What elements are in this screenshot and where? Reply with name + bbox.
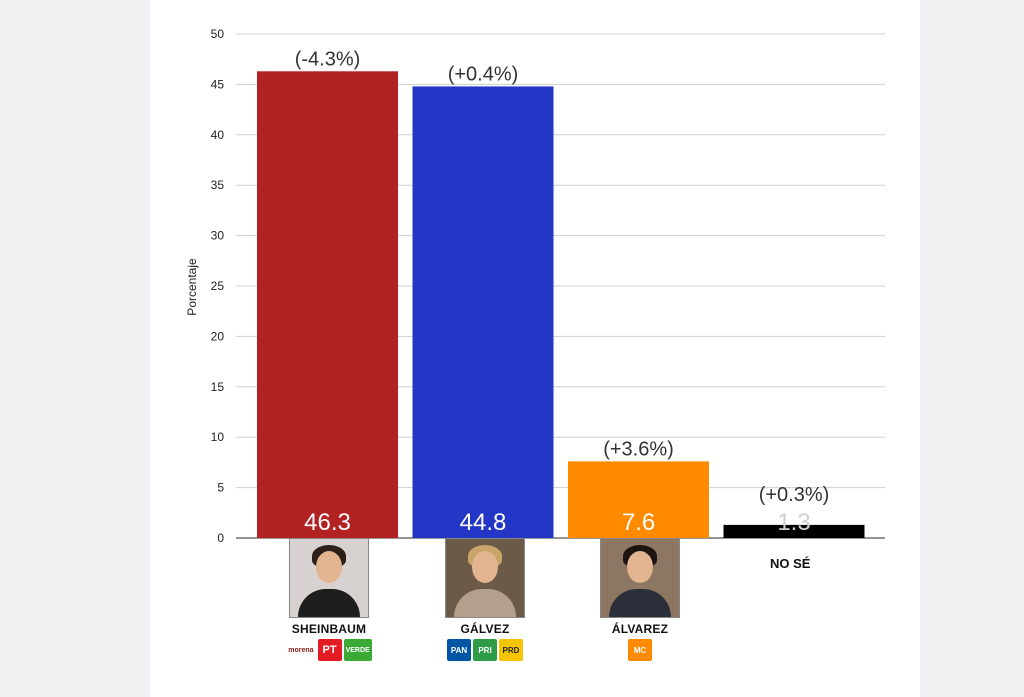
morena-logo-icon: morena: [286, 639, 316, 661]
y-tick-label: 0: [217, 531, 224, 545]
bar-change-label: (+3.6%): [603, 438, 674, 460]
alvarez-photo: [600, 538, 680, 618]
prd-logo-icon: PRD: [499, 639, 523, 661]
bar-gálvez: [412, 86, 554, 538]
bar-álvarez: [568, 461, 709, 538]
candidate-alvarez: ÁLVAREZ MC: [595, 538, 685, 661]
party-logos: morena PT VERDE: [284, 639, 374, 661]
bar-no-sé: [723, 524, 865, 538]
candidate-sheinbaum: SHEINBAUM morena PT VERDE: [284, 538, 374, 661]
pan-logo-icon: PAN: [447, 639, 471, 661]
bar-value-label: 7.6: [622, 509, 655, 536]
y-tick-label: 35: [211, 178, 225, 192]
y-axis-label: Porcentaje: [185, 258, 199, 316]
candidate-name: SHEINBAUM: [291, 622, 367, 636]
bar-change-label: (-4.3%): [295, 48, 361, 70]
galvez-photo: [445, 538, 525, 618]
candidate-galvez: GÁLVEZ PAN PRI PRD: [440, 538, 530, 661]
no-se-label: NO SÉ: [770, 556, 811, 571]
party-logos: PAN PRI PRD: [440, 639, 530, 661]
pri-logo-icon: PRI: [473, 639, 497, 661]
y-tick-label: 10: [211, 430, 225, 444]
bar-value-label: 1.3: [777, 509, 810, 536]
mc-logo-icon: MC: [628, 639, 652, 661]
sheinbaum-photo: [289, 538, 369, 618]
verde-logo-icon: VERDE: [343, 639, 372, 661]
y-tick-label: 45: [211, 77, 225, 91]
y-tick-label: 25: [211, 279, 225, 293]
pt-logo-icon: PT: [317, 639, 342, 661]
y-tick-label: 5: [217, 481, 224, 495]
y-tick-label: 30: [211, 229, 225, 243]
y-tick-label: 15: [211, 380, 225, 394]
bar-value-label: 44.8: [460, 509, 507, 536]
candidate-name: GÁLVEZ: [460, 622, 510, 636]
y-tick-label: 40: [211, 128, 225, 142]
party-logos: MC: [595, 639, 685, 661]
y-tick-label: 20: [211, 329, 225, 343]
bar-change-label: (+0.4%): [448, 63, 519, 85]
y-tick-label: 50: [211, 27, 225, 41]
bar-value-label: 46.3: [304, 509, 351, 536]
bar-sheinbaum: [257, 71, 398, 539]
candidate-name: ÁLVAREZ: [611, 622, 669, 636]
bar-change-label: (+0.3%): [759, 484, 830, 506]
